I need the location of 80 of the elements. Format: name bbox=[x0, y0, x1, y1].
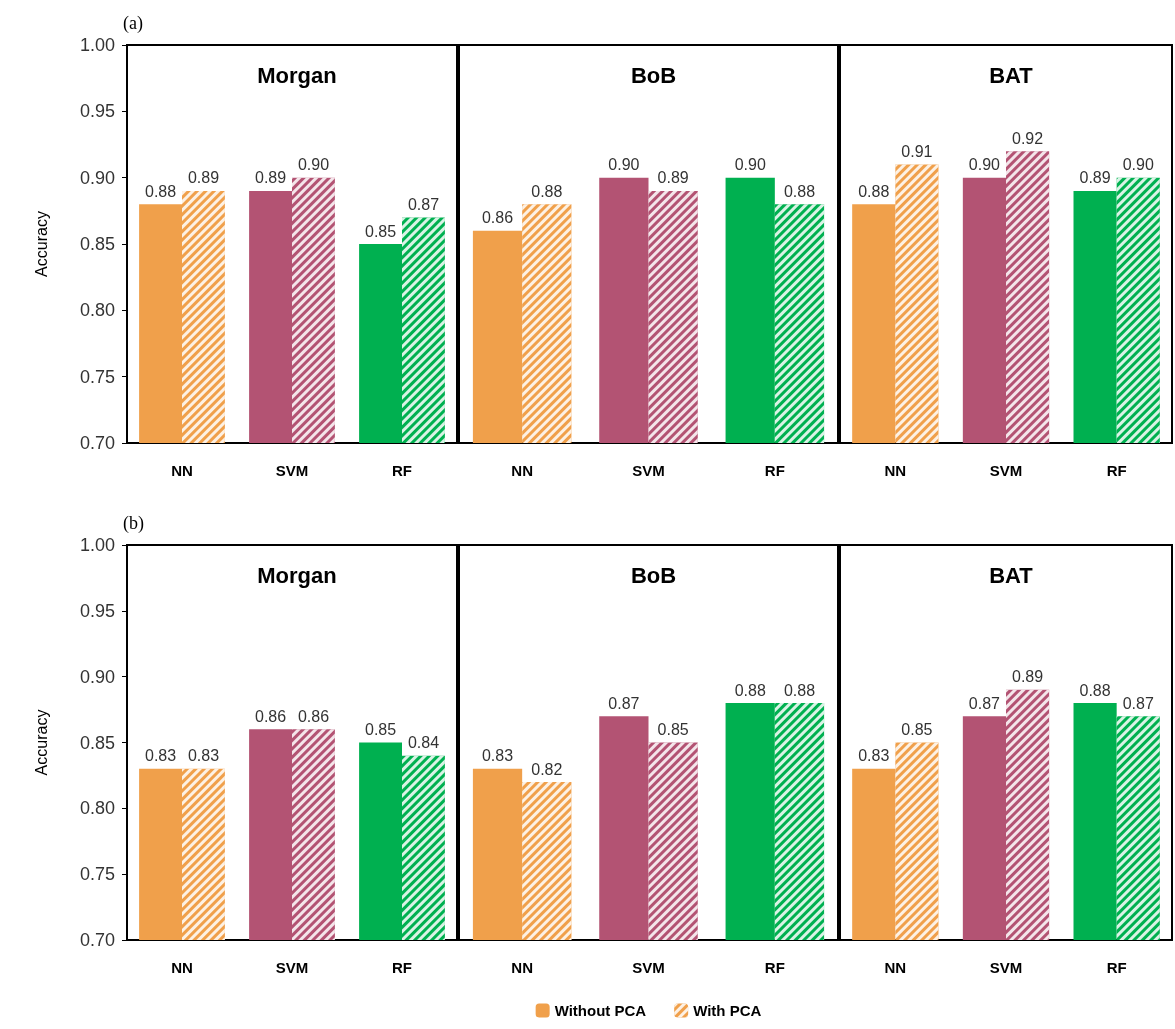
text: Morgan bbox=[257, 62, 337, 88]
x-tick-label: SVM bbox=[989, 959, 1023, 976]
data-label: 0.88 bbox=[734, 681, 766, 699]
x-tick-label: NN bbox=[171, 959, 193, 976]
x-tick-label: RF bbox=[1106, 959, 1127, 976]
y-tick-label: 0.95 bbox=[79, 600, 115, 621]
data-label: 0.89 bbox=[254, 169, 287, 187]
data-label: 0.89 bbox=[187, 169, 220, 187]
data-label: 0.85 bbox=[364, 222, 397, 240]
legend-label: With PCA bbox=[693, 1002, 762, 1019]
legend-label: Without PCA bbox=[554, 1002, 647, 1019]
data-label: 0.89 bbox=[657, 169, 689, 187]
x-tick-label: NN bbox=[884, 959, 907, 976]
text: BAT bbox=[989, 562, 1034, 588]
data-label: 0.86 bbox=[254, 707, 287, 725]
x-tick-label: SVM bbox=[275, 462, 309, 479]
data-label: 0.90 bbox=[1122, 156, 1154, 174]
y-tick-label: 0.80 bbox=[79, 798, 115, 819]
x-tick-label: RF bbox=[764, 462, 785, 479]
y-tick-label: 1.00 bbox=[79, 535, 115, 555]
x-tick-label: RF bbox=[392, 462, 412, 479]
y-tick-label: 0.80 bbox=[79, 300, 115, 321]
data-label: 0.83 bbox=[187, 747, 220, 765]
data-label: 0.91 bbox=[901, 142, 933, 160]
data-label: 0.88 bbox=[144, 182, 177, 200]
data-label: 0.86 bbox=[481, 209, 514, 227]
data-label: 0.90 bbox=[734, 156, 766, 174]
data-label: 0.83 bbox=[144, 747, 177, 765]
y-tick-label: 0.85 bbox=[79, 732, 115, 753]
data-label: 0.83 bbox=[858, 747, 890, 765]
data-label: 0.87 bbox=[968, 694, 1001, 712]
y-tick-label: 0.90 bbox=[79, 666, 115, 687]
y-tick-label: 1.00 bbox=[79, 35, 115, 55]
x-tick-label: RF bbox=[764, 959, 785, 976]
x-tick-label: NN bbox=[171, 462, 193, 479]
x-tick-label: NN bbox=[511, 959, 533, 976]
x-tick-label: NN bbox=[511, 462, 533, 479]
data-label: 0.84 bbox=[407, 734, 440, 752]
x-tick-label: SVM bbox=[632, 959, 665, 976]
data-label: 0.88 bbox=[783, 681, 816, 699]
x-tick-label: RF bbox=[1106, 462, 1127, 479]
x-tick-label: SVM bbox=[275, 959, 309, 976]
data-label: 0.90 bbox=[297, 156, 330, 174]
data-label: 0.88 bbox=[531, 182, 563, 200]
data-label: 0.88 bbox=[783, 182, 816, 200]
y-tick-label: 0.95 bbox=[79, 101, 115, 122]
text: (b) bbox=[123, 513, 144, 534]
x-tick-label: NN bbox=[884, 462, 907, 479]
x-tick-label: SVM bbox=[632, 462, 665, 479]
x-tick-label: SVM bbox=[989, 462, 1023, 479]
data-label: 0.85 bbox=[364, 721, 397, 738]
data-label: 0.87 bbox=[608, 694, 640, 712]
text: BAT bbox=[989, 62, 1034, 88]
text: BoB bbox=[630, 562, 677, 588]
data-label: 0.86 bbox=[297, 707, 330, 725]
data-label: 0.89 bbox=[1012, 668, 1044, 686]
data-label: 0.89 bbox=[1079, 169, 1111, 187]
x-tick-label: RF bbox=[392, 959, 412, 976]
data-label: 0.82 bbox=[531, 760, 563, 778]
y-tick-label: 0.70 bbox=[79, 930, 115, 950]
y-axis-title: Accuracy bbox=[32, 211, 50, 277]
data-label: 0.90 bbox=[968, 156, 1001, 174]
text: (a) bbox=[123, 13, 143, 34]
data-label: 0.88 bbox=[1079, 681, 1111, 699]
data-label: 0.90 bbox=[608, 156, 640, 174]
data-label: 0.83 bbox=[481, 747, 514, 765]
y-tick-label: 0.70 bbox=[79, 433, 115, 453]
y-tick-label: 0.90 bbox=[79, 167, 115, 188]
data-label: 0.88 bbox=[858, 182, 890, 200]
data-label: 0.87 bbox=[407, 195, 440, 213]
y-tick-label: 0.75 bbox=[79, 864, 115, 885]
data-label: 0.85 bbox=[657, 721, 689, 738]
y-axis-title: Accuracy bbox=[32, 709, 50, 776]
text: BoB bbox=[630, 62, 677, 88]
data-label: 0.92 bbox=[1012, 129, 1044, 147]
data-label: 0.85 bbox=[901, 721, 933, 738]
y-tick-label: 0.75 bbox=[79, 366, 115, 387]
data-label: 0.87 bbox=[1122, 694, 1154, 712]
text: Morgan bbox=[257, 562, 337, 588]
y-tick-label: 0.85 bbox=[79, 234, 115, 254]
